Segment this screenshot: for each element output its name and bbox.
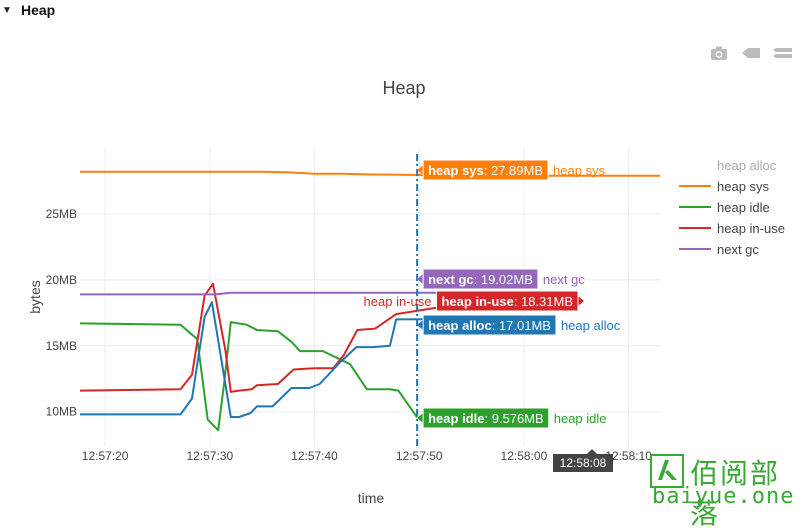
chart-modebar: [708, 44, 794, 62]
tooltip-side-label: next gc: [543, 272, 585, 287]
tooltip-side-label: heap sys: [553, 163, 606, 178]
y-tick-label: 15MB: [46, 339, 77, 353]
y-tick-label: 25MB: [46, 207, 77, 221]
series-line-heap-alloc: [80, 301, 472, 418]
tooltip-arrow: [417, 413, 424, 423]
tooltip-box: [422, 407, 550, 429]
legend-item-next-gc[interactable]: next gc: [679, 242, 759, 257]
legend-item-heap-in-use[interactable]: heap in-use: [679, 221, 785, 236]
tooltip-value: : 27.89MB: [484, 163, 543, 178]
tooltip-side-label: heap alloc: [561, 318, 621, 333]
legend-item-heap-sys[interactable]: heap sys: [679, 179, 770, 194]
tooltip-box: [422, 159, 549, 181]
tooltip-side-label: heap idle: [554, 411, 607, 426]
tooltip-text: heap alloc: 17.01MB: [428, 318, 551, 333]
tooltip-box: [422, 314, 557, 336]
legend-label: heap sys: [717, 179, 770, 194]
x-axis-title: time: [358, 490, 385, 506]
collapse-caret-icon[interactable]: ▼: [2, 5, 12, 16]
hover-time-box: [553, 454, 613, 472]
hover-time-label: 12:58:08: [553, 449, 613, 472]
tooltip-value: : 19.02MB: [474, 272, 533, 287]
x-tick-label: 12:57:50: [396, 449, 443, 463]
legend-label: next gc: [717, 242, 759, 257]
tooltip-arrow: [417, 320, 424, 330]
tooltip-box: [435, 290, 579, 312]
y-tick-label: 20MB: [46, 273, 77, 287]
tooltip-arrow: [417, 165, 424, 175]
series-line-heap-in-use: [80, 282, 472, 393]
x-tick-label: 12:57:20: [82, 449, 129, 463]
legend-label: heap in-use: [717, 221, 785, 236]
legend[interactable]: heap alloc heap sys heap idle heap in-use ne…: [679, 158, 785, 257]
hover-spike: 12:58:08: [416, 154, 613, 472]
tooltip-side-label: heap in-use: [364, 294, 432, 309]
tooltip-value: : 18.31MB: [514, 294, 573, 309]
y-tick-label: 10MB: [46, 405, 77, 419]
watermark-logo-icon: [650, 454, 684, 488]
tooltip-text: heap sys: 27.89MB: [428, 163, 543, 178]
closest-hover-icon[interactable]: [772, 44, 794, 62]
tooltip-heap-sys: heap sys: 27.89MB heap sys: [417, 159, 606, 181]
x-tick-label: 12:57:40: [291, 449, 338, 463]
tooltip-arrow: [417, 274, 424, 284]
y-axis-title: bytes: [27, 280, 43, 313]
tooltip-text: heap in-use: 18.31MB: [441, 294, 573, 309]
watermark-en-text: baiyue.one: [652, 484, 795, 509]
panel-header[interactable]: ▼ Heap: [0, 0, 809, 22]
legend-item-heap-idle[interactable]: heap idle: [679, 200, 770, 215]
tooltip-series-name: heap alloc: [428, 318, 492, 333]
compare-hover-icon[interactable]: [740, 44, 762, 62]
camera-icon[interactable]: [708, 44, 730, 62]
tooltip-value: : 17.01MB: [492, 318, 551, 333]
tooltip-text: heap idle: 9.576MB: [428, 411, 544, 426]
legend-label: heap idle: [717, 200, 770, 215]
tooltip-next-gc: next gc: 19.02MB next gc: [417, 268, 585, 290]
tooltip-series-name: heap idle: [428, 411, 484, 426]
tooltip-box: [422, 268, 539, 290]
hover-time-arrow: [587, 449, 597, 454]
tooltip-text: next gc: 19.02MB: [428, 272, 533, 287]
x-tick-label: 12:58:00: [501, 449, 548, 463]
series-line-heap-idle: [80, 321, 418, 432]
chart-title: Heap: [382, 78, 425, 98]
tooltip-heap-alloc: heap alloc: 17.01MB heap alloc: [417, 314, 621, 336]
x-tick-label: 12:58:10: [605, 449, 652, 463]
tooltip-value: : 9.576MB: [484, 411, 543, 426]
grid: [80, 148, 660, 446]
tooltip-series-name: heap sys: [428, 163, 484, 178]
tooltip-series-name: next gc: [428, 272, 474, 287]
panel-title: Heap: [21, 2, 56, 18]
legend-partial-heap-alloc: heap alloc: [717, 158, 777, 173]
tooltip-arrow: [578, 296, 584, 306]
hover-time-text: 12:58:08: [560, 456, 607, 470]
x-tick-label: 12:57:30: [186, 449, 233, 463]
heap-chart[interactable]: Heap 10MB 15MB 20MB 25MB 12:57:20 12:57:30 12:…: [0, 0, 809, 512]
axes: 10MB 15MB 20MB 25MB 12:57:20 12:57:30 12:57:40…: [46, 207, 653, 463]
tooltip-series-name: heap in-use: [441, 294, 513, 309]
tooltip-heap-idle: heap idle: 9.576MB heap idle: [417, 407, 607, 429]
